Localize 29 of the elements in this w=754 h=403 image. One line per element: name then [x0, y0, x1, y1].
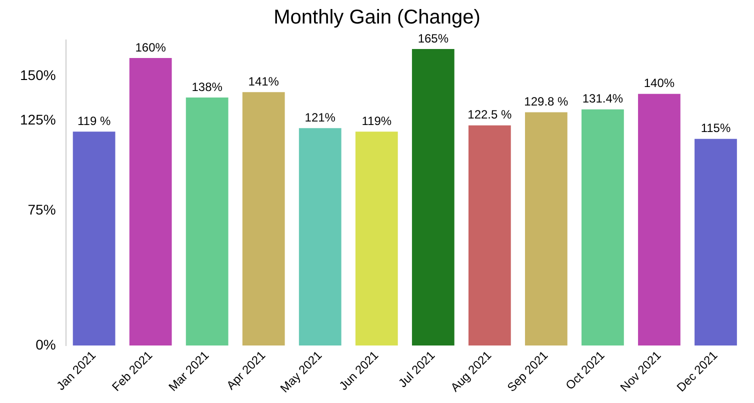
data-label: 122.5 % — [468, 108, 512, 122]
data-label: 141% — [248, 74, 280, 88]
y-tick-label: 75% — [28, 202, 56, 218]
bar — [186, 98, 228, 346]
data-label: 115% — [700, 121, 731, 136]
bar — [242, 92, 285, 346]
bar — [468, 125, 511, 346]
data-label: 129.8 % — [524, 94, 569, 109]
bar — [412, 48, 454, 346]
data-label: 121% — [304, 110, 336, 124]
bar — [355, 132, 398, 346]
bar — [694, 138, 737, 346]
bar — [72, 132, 116, 346]
y-tick-label: 150% — [20, 66, 56, 83]
bar — [129, 58, 172, 346]
y-tick-label: 0% — [36, 336, 56, 352]
data-label: 138% — [192, 80, 223, 94]
data-label: 119 % — [77, 114, 111, 128]
y-tick-label: 125% — [20, 112, 56, 128]
data-label: 165% — [418, 31, 449, 46]
bar — [525, 112, 568, 346]
chart-title: Monthly Gain (Change) — [274, 6, 480, 29]
bar — [638, 94, 680, 346]
data-label: 131.4% — [582, 92, 624, 106]
data-label: 140% — [644, 76, 675, 90]
bar — [298, 128, 342, 346]
bar — [582, 109, 624, 346]
data-label: 160% — [135, 40, 166, 54]
data-label: 119% — [362, 114, 392, 128]
